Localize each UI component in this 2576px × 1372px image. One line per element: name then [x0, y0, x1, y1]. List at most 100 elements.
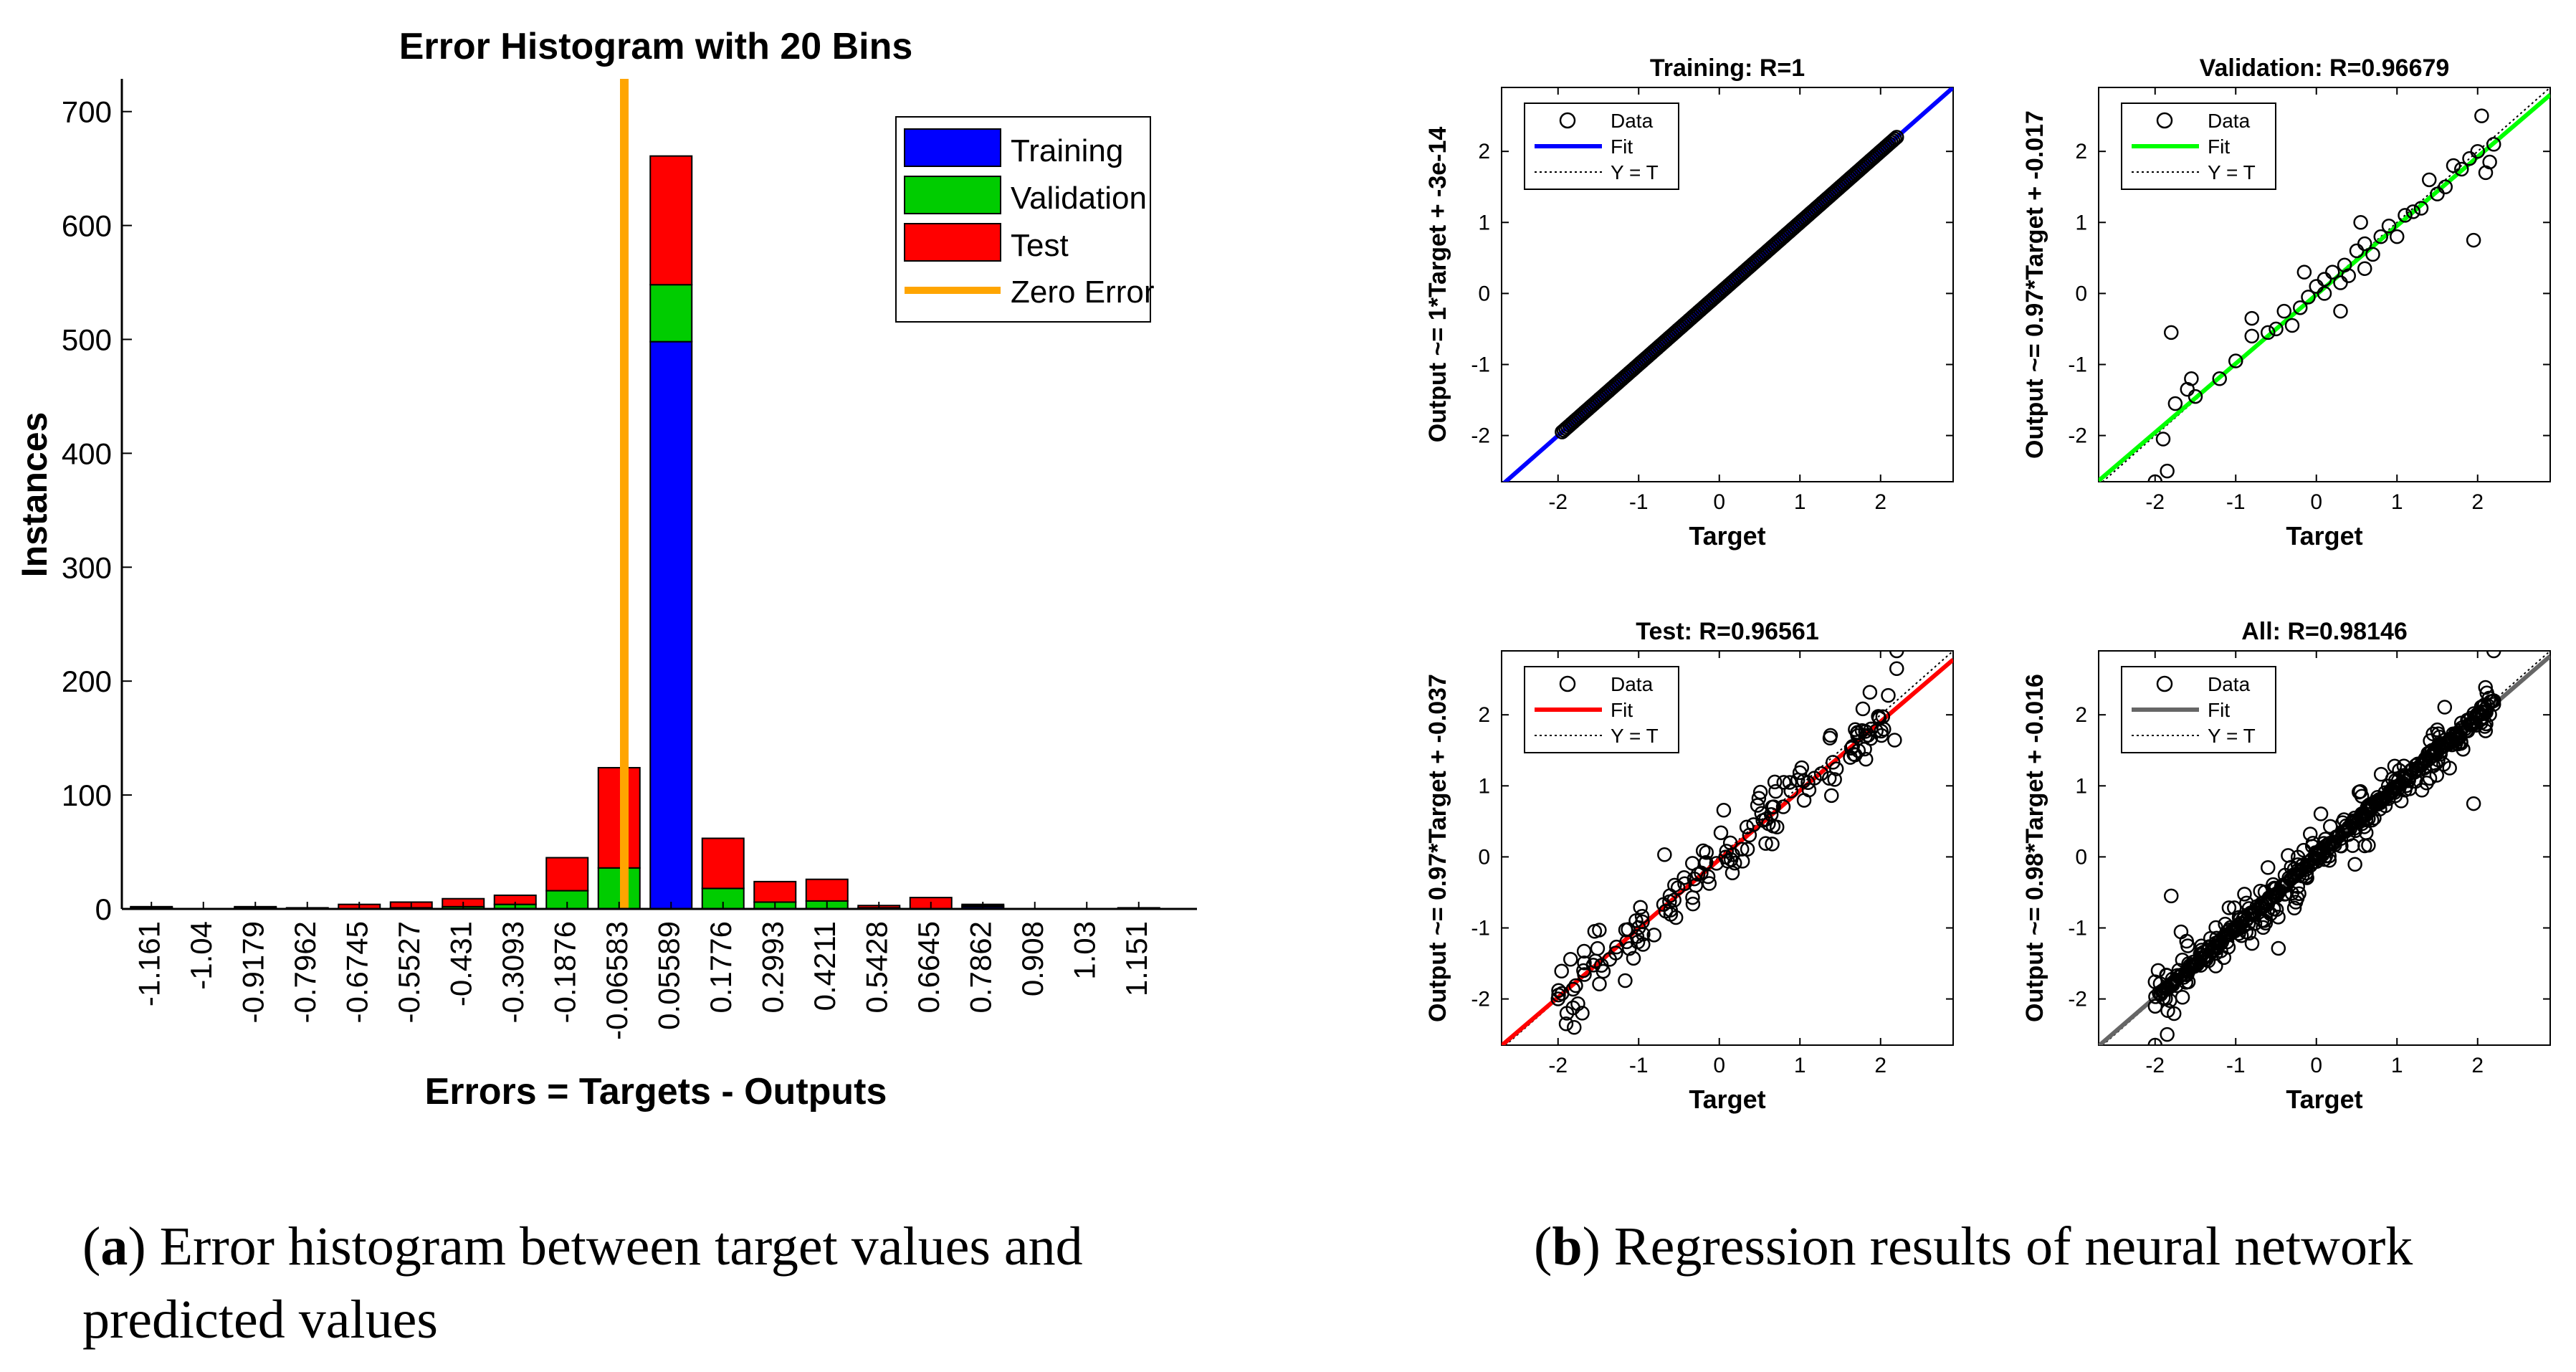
test-point-150 — [1558, 1016, 1574, 1032]
y-tick-label-700: 700 — [62, 95, 112, 129]
validation-data-layer — [2099, 87, 2550, 482]
validation-point-26 — [2398, 208, 2413, 223]
validation-point-39 — [2466, 232, 2481, 248]
histogram-legend: Training Validation Test Zero Error — [895, 116, 1154, 323]
test-point-145 — [1554, 986, 1570, 1001]
test-point-130 — [1713, 825, 1729, 841]
all-point-480 — [2147, 1037, 2162, 1045]
validation-point-20 — [2341, 268, 2356, 283]
test-x-label: Target — [1689, 1085, 1765, 1114]
test-point-113 — [1813, 766, 1829, 781]
test-point-132 — [1709, 856, 1725, 871]
validation-y-tick-label--1: -1 — [2068, 353, 2087, 376]
all-point-467 — [2360, 799, 2375, 814]
all-point-250 — [2299, 865, 2314, 881]
all-point-341 — [2180, 967, 2195, 983]
x-tick-label-9: -0.06583 — [600, 921, 634, 1040]
test-point-70 — [1563, 951, 1578, 967]
test-point-142 — [1551, 983, 1566, 999]
test-point-110 — [1826, 755, 1841, 770]
validation-point-30 — [2438, 179, 2453, 194]
validation-point-6 — [2184, 371, 2199, 386]
test-y-tick-label--2: -2 — [1471, 988, 1490, 1011]
error-histogram: Error Histogram with 20 Bins 0 100 200 300 4… — [14, 26, 1197, 1113]
test-point-112 — [1874, 728, 1889, 743]
validation-point-34 — [2470, 143, 2485, 159]
test-point-31 — [1751, 791, 1767, 806]
training-y-tick-label--2: -2 — [1471, 424, 1490, 448]
training-legend-data-marker — [1559, 112, 1576, 129]
test-y-tick-label--1: -1 — [1471, 916, 1490, 940]
all-point-251 — [2237, 887, 2252, 902]
training-title: Training: R=1 — [1650, 54, 1805, 82]
test-point-97 — [1585, 958, 1601, 973]
bar-training-10 — [649, 340, 693, 910]
validation-point-25 — [2381, 218, 2397, 234]
test-point-146 — [1768, 783, 1783, 799]
test-point-95 — [1800, 775, 1816, 791]
all-point-424 — [2203, 930, 2218, 946]
all-title: All: R=0.98146 — [2241, 618, 2408, 645]
all-point-370 — [2362, 797, 2377, 812]
x-tick-label-7: -0.3093 — [496, 921, 530, 1023]
all-point-472 — [2175, 990, 2190, 1005]
x-tick-label-19: 1.151 — [1120, 921, 1153, 996]
all-x-tick-label--2: -2 — [2145, 1054, 2165, 1077]
test-legend: Data Fit Y = T — [1524, 666, 1679, 753]
validation-point-7 — [2188, 389, 2203, 404]
all-point-438 — [2477, 719, 2493, 734]
x-tick-label-6: -0.431 — [444, 921, 477, 1006]
all-point-404 — [2327, 835, 2342, 851]
caption-a: (a) Error histogram between target value… — [82, 1216, 1083, 1350]
all-point-401 — [2339, 818, 2354, 834]
legend-label-zero-error: Zero Error — [1011, 275, 1154, 310]
test-point-47 — [1783, 783, 1799, 799]
caption-a-letter: a — [100, 1216, 128, 1277]
test-y-tick-label-0: 0 — [1478, 845, 1490, 869]
training-y-label: Output ~= 1*Target + -3e-14 — [1424, 127, 1451, 443]
test-point-147 — [1609, 939, 1624, 955]
test-point-138 — [1735, 854, 1750, 869]
validation-point-31 — [2446, 158, 2461, 173]
training-y-tick-label--1: -1 — [1471, 353, 1490, 376]
all-point-442 — [2231, 919, 2246, 935]
all-point-477 — [2174, 968, 2189, 983]
all-point-444 — [2244, 935, 2260, 951]
validation-point-40 — [2333, 303, 2348, 319]
test-legend-yt-label: Y = T — [1611, 725, 1659, 747]
test-point-84 — [1690, 867, 1706, 882]
x-tick-label-12: 0.2993 — [755, 921, 789, 1013]
validation-title: Validation: R=0.96679 — [2200, 54, 2450, 82]
validation-point-41 — [2244, 310, 2259, 326]
all-point-481 — [2160, 1026, 2175, 1042]
test-x-tick-label-2: 2 — [1874, 1054, 1886, 1077]
legend-label-validation: Validation — [1011, 181, 1147, 216]
x-tick-label-4: -0.6745 — [340, 921, 373, 1023]
all-point-353 — [2166, 1006, 2182, 1021]
training-data-layer — [1502, 87, 1953, 482]
test-y-tick-label-2: 2 — [1478, 703, 1490, 727]
validation-point-1 — [2160, 463, 2175, 479]
test-point-6 — [1782, 775, 1798, 790]
validation-point-8 — [2212, 371, 2227, 386]
validation-x-tick-label--1: -1 — [2226, 490, 2246, 514]
all-point-418 — [2247, 916, 2263, 931]
all-point-436 — [2207, 940, 2223, 955]
test-point-137 — [1796, 793, 1812, 808]
test-point-41 — [1855, 701, 1871, 717]
y-tick-label-100: 100 — [62, 778, 112, 812]
test-point-13 — [1739, 819, 1755, 835]
bar-validation-10 — [649, 284, 693, 343]
validation-x-label: Target — [2286, 521, 2362, 551]
regression-panel-training: Training: R=1 -2 -1 0 1 2 -2 -1 0 1 2 Target Output … — [1424, 54, 1954, 551]
all-point-323 — [2290, 857, 2306, 872]
test-point-136 — [1822, 730, 1838, 745]
validation-point-35 — [2474, 108, 2489, 123]
validation-point-12 — [2276, 303, 2291, 319]
all-point-360 — [2486, 697, 2501, 712]
all-point-352 — [2155, 990, 2171, 1006]
test-point-127 — [1845, 739, 1860, 754]
validation-y-tick-label-2: 2 — [2075, 140, 2087, 163]
caption-b-text: Regression results of neural network — [1600, 1216, 2413, 1277]
